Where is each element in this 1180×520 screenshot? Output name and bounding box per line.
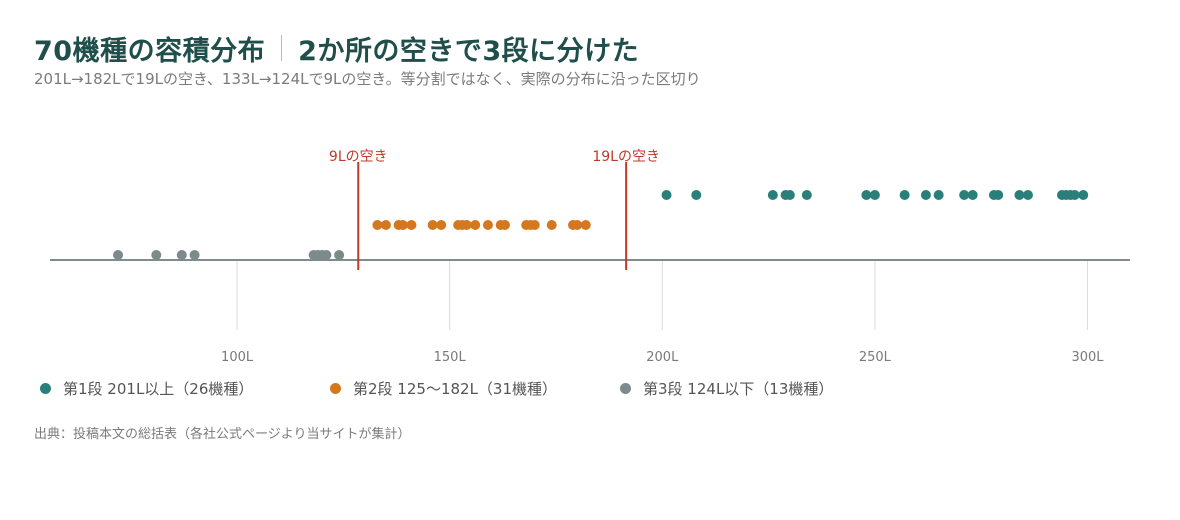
data-point-tier3 xyxy=(189,250,200,260)
data-point-tier2 xyxy=(499,220,510,230)
data-point-tier1 xyxy=(1014,190,1025,200)
gap-marker-label: 19Lの空き xyxy=(592,149,660,165)
data-point-tier2 xyxy=(397,220,408,230)
data-point-tier1 xyxy=(861,190,872,200)
source-note: 出典：投稿本文の総括表（各社公式ページより当サイトが集計） xyxy=(34,427,411,442)
page-subtitle: 201L→182Lで19Lの空き、133L→124Lで9Lの空き。等分割ではなく… xyxy=(34,70,701,88)
data-point-tier2 xyxy=(482,220,493,230)
x-tick-label: 200L xyxy=(646,350,679,365)
data-point-tier3 xyxy=(151,250,162,260)
data-point-tier3 xyxy=(334,250,345,260)
data-point-tier2 xyxy=(372,220,383,230)
data-point-tier1 xyxy=(1069,190,1080,200)
x-tick-label: 300L xyxy=(1071,350,1104,365)
data-point-tier1 xyxy=(767,190,778,200)
data-point-tier1 xyxy=(993,190,1004,200)
x-tick-label: 100L xyxy=(221,350,254,365)
data-point-tier2 xyxy=(380,220,391,230)
data-point-tier2 xyxy=(546,220,557,230)
data-point-tier1 xyxy=(801,190,812,200)
data-point-tier1 xyxy=(1022,190,1033,200)
data-point-tier3 xyxy=(321,250,332,260)
data-point-tier2 xyxy=(427,220,438,230)
data-point-tier1 xyxy=(1078,190,1089,200)
legend-dot-tier2 xyxy=(330,383,341,394)
data-point-tier1 xyxy=(899,190,910,200)
gap-marker-label: 9Lの空き xyxy=(329,149,388,165)
legend-item-tier1: 第1段 201L以上（26機種） xyxy=(40,378,330,399)
legend-label-tier2: 第2段 125〜182L（31機種） xyxy=(353,380,558,398)
data-point-tier2 xyxy=(436,220,447,230)
legend-label-tier3: 第3段 124L以下（13機種） xyxy=(643,380,834,398)
data-point-tier1 xyxy=(691,190,702,200)
chart-legend: 第1段 201L以上（26機種） 第2段 125〜182L（31機種） 第3段 … xyxy=(40,378,833,399)
data-point-tier2 xyxy=(461,220,472,230)
data-point-tier1 xyxy=(920,190,931,200)
x-tick-label: 250L xyxy=(859,350,892,365)
data-point-tier2 xyxy=(470,220,481,230)
data-point-tier2 xyxy=(572,220,583,230)
data-point-tier1 xyxy=(959,190,970,200)
title-divider xyxy=(281,35,283,61)
data-point-tier1 xyxy=(661,190,672,200)
legend-item-tier3: 第3段 124L以下（13機種） xyxy=(620,378,833,399)
data-point-tier3 xyxy=(176,250,187,260)
legend-dot-tier3 xyxy=(620,383,631,394)
data-point-tier2 xyxy=(529,220,540,230)
x-tick-label: 150L xyxy=(434,350,467,365)
data-point-tier2 xyxy=(580,220,591,230)
data-point-tier1 xyxy=(933,190,944,200)
legend-dot-tier1 xyxy=(40,383,51,394)
page-title: 70機種の容積分布 xyxy=(34,35,266,67)
data-point-tier2 xyxy=(406,220,417,230)
legend-label-tier1: 第1段 201L以上（26機種） xyxy=(63,380,254,398)
title-row: 70機種の容積分布 2か所の空きで3段に分けた xyxy=(34,28,639,68)
data-point-tier1 xyxy=(784,190,795,200)
data-point-tier1 xyxy=(869,190,880,200)
page-title-sub: 2か所の空きで3段に分けた xyxy=(298,35,640,67)
data-point-tier1 xyxy=(967,190,978,200)
dot-plot-chart: 100L 150L 200L 250L 300L 9Lの空き 19Lの空き xyxy=(50,149,1130,365)
legend-item-tier2: 第2段 125〜182L（31機種） xyxy=(330,378,620,399)
data-point-tier3 xyxy=(113,250,124,260)
